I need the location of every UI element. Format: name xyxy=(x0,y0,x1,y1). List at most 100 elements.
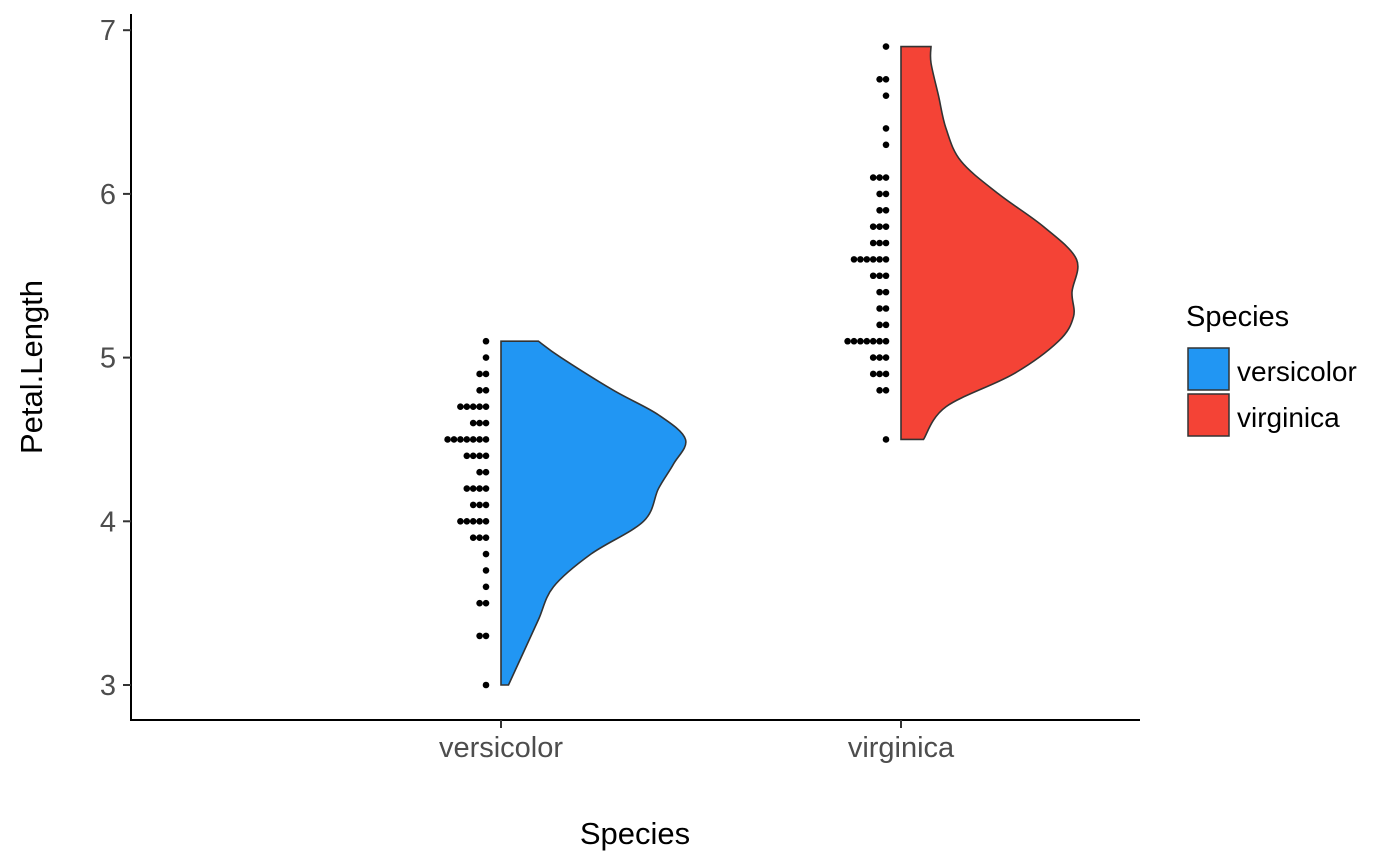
dot-versicolor xyxy=(476,403,483,411)
dot-versicolor xyxy=(469,501,477,509)
dot-virginica xyxy=(844,337,851,345)
dot-versicolor xyxy=(482,501,490,509)
dot-versicolor xyxy=(482,452,490,460)
dot-versicolor xyxy=(469,518,477,525)
dot-versicolor xyxy=(476,485,483,492)
dot-versicolor xyxy=(476,599,483,607)
dot-virginica xyxy=(882,76,890,83)
dot-versicolor xyxy=(482,550,490,558)
dot-versicolor xyxy=(469,419,477,427)
y-tick-label: 5 xyxy=(100,343,116,375)
dot-virginica xyxy=(882,387,890,394)
dot-virginica xyxy=(882,337,890,345)
dot-versicolor xyxy=(482,468,490,476)
dot-versicolor xyxy=(450,436,458,443)
dot-virginica xyxy=(863,337,871,345)
dot-versicolor xyxy=(476,419,483,427)
dots-layer xyxy=(444,43,890,689)
dot-virginica xyxy=(869,370,877,378)
dot-virginica xyxy=(876,321,883,329)
dot-versicolor xyxy=(482,387,490,394)
dot-versicolor xyxy=(482,632,490,640)
dot-versicolor xyxy=(476,370,483,378)
dot-versicolor xyxy=(463,403,471,411)
dot-virginica xyxy=(876,305,883,312)
dot-versicolor xyxy=(476,501,483,509)
legend: Species versicolor virginica xyxy=(1186,301,1357,437)
dot-virginica xyxy=(882,272,890,280)
dot-versicolor xyxy=(476,468,483,476)
dot-versicolor xyxy=(463,518,471,525)
dot-virginica xyxy=(863,256,871,263)
dot-virginica xyxy=(869,223,877,230)
dot-virginica xyxy=(869,174,877,181)
dot-versicolor xyxy=(476,436,483,443)
dot-versicolor xyxy=(444,436,451,443)
dot-versicolor xyxy=(482,485,490,492)
dot-versicolor xyxy=(469,452,477,460)
dot-virginica xyxy=(876,272,883,280)
dot-virginica xyxy=(876,223,883,230)
dot-versicolor xyxy=(482,518,490,525)
dot-virginica xyxy=(882,125,890,132)
violin-versicolor xyxy=(500,340,687,686)
dot-virginica xyxy=(882,190,890,198)
dot-virginica xyxy=(869,272,877,280)
dot-virginica xyxy=(869,354,877,361)
dot-virginica xyxy=(876,288,883,296)
dot-virginica xyxy=(882,321,890,329)
dot-virginica xyxy=(882,92,890,99)
dot-virginica xyxy=(882,141,890,149)
dot-virginica xyxy=(882,174,890,181)
dot-virginica xyxy=(876,76,883,83)
dot-virginica xyxy=(876,387,883,394)
dot-versicolor xyxy=(469,485,477,492)
dot-versicolor xyxy=(476,632,483,640)
dot-virginica xyxy=(882,206,890,214)
dot-versicolor xyxy=(457,403,464,411)
dot-versicolor xyxy=(482,583,490,591)
dot-virginica xyxy=(869,337,877,345)
dot-versicolor xyxy=(469,534,477,541)
y-ticks: 3 4 5 6 7 xyxy=(100,15,131,702)
dot-versicolor xyxy=(457,436,464,443)
dot-versicolor xyxy=(476,534,483,541)
dot-versicolor xyxy=(469,403,477,411)
violins-layer xyxy=(500,45,1079,686)
x-tick-label-virginica: virginica xyxy=(848,732,955,764)
y-tick-label: 3 xyxy=(100,670,116,702)
dot-virginica xyxy=(882,43,890,50)
dot-virginica xyxy=(857,256,864,263)
dot-virginica xyxy=(876,370,883,378)
dot-versicolor xyxy=(463,436,471,443)
legend-title: Species xyxy=(1186,301,1289,333)
dot-versicolor xyxy=(463,452,471,460)
legend-label-versicolor: versicolor xyxy=(1237,356,1357,387)
dot-versicolor xyxy=(482,337,490,345)
violin-virginica xyxy=(900,45,1079,441)
dot-virginica xyxy=(882,370,890,378)
y-tick-label: 6 xyxy=(100,179,116,211)
legend-swatch-virginica xyxy=(1187,393,1230,437)
dot-virginica xyxy=(882,354,890,361)
dot-versicolor xyxy=(482,370,490,378)
dot-versicolor xyxy=(482,567,490,574)
dot-virginica xyxy=(876,239,883,247)
dot-versicolor xyxy=(482,419,490,427)
dot-versicolor xyxy=(482,403,490,411)
dot-virginica xyxy=(850,256,858,263)
dot-virginica xyxy=(882,436,890,443)
x-tick-label-versicolor: versicolor xyxy=(439,732,563,764)
dot-virginica xyxy=(876,190,883,198)
dot-versicolor xyxy=(469,436,477,443)
dot-versicolor xyxy=(482,436,490,443)
dot-virginica xyxy=(857,337,864,345)
y-axis-title: Petal.Length xyxy=(14,280,49,454)
dot-virginica xyxy=(882,256,890,263)
dot-virginica xyxy=(882,305,890,312)
legend-label-virginica: virginica xyxy=(1237,402,1340,433)
y-tick-label: 4 xyxy=(100,506,116,538)
dot-versicolor xyxy=(482,354,490,361)
dot-virginica xyxy=(876,256,883,263)
